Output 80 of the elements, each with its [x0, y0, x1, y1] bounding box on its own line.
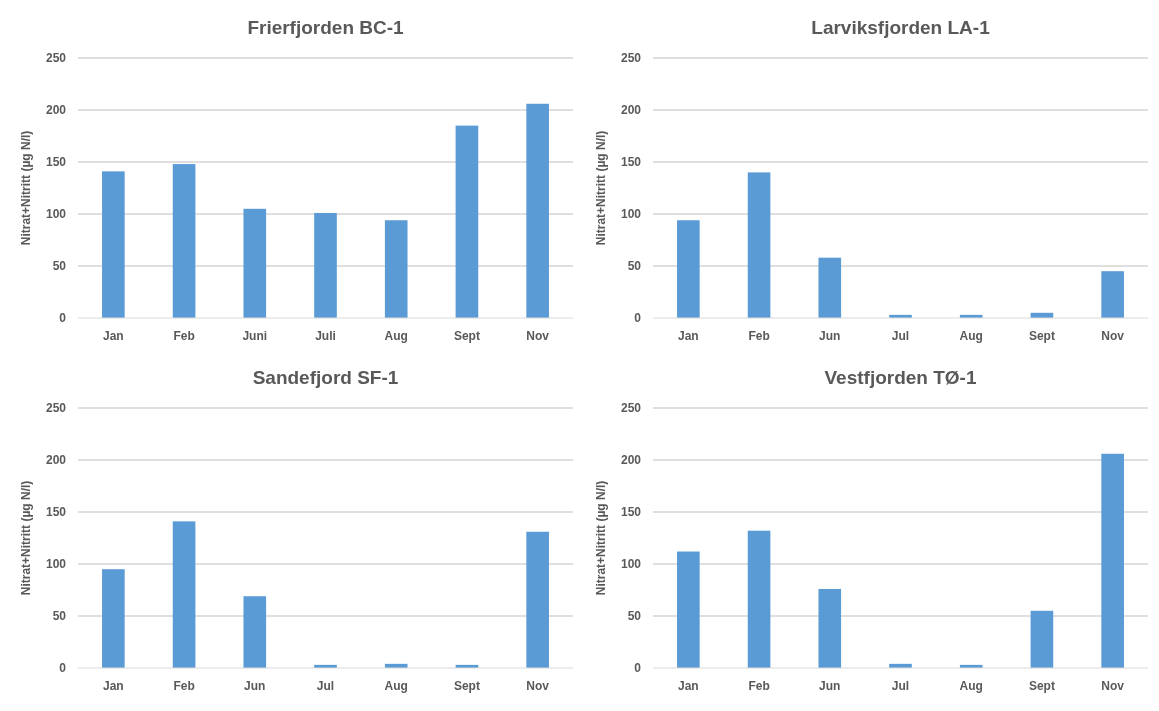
y-tick-label: 0 [634, 661, 642, 676]
y-tick-label: 150 [620, 505, 642, 520]
y-tick-label: 50 [627, 609, 642, 624]
bar [243, 208, 267, 318]
x-tick-label: Feb [748, 329, 770, 343]
y-tick-label: 50 [627, 259, 642, 274]
y-tick-label: 250 [45, 51, 67, 66]
bar [818, 257, 842, 318]
y-tick-label: 0 [59, 311, 67, 326]
y-tick-label: 100 [620, 557, 642, 572]
bar [384, 220, 408, 318]
x-tick-label: Aug [384, 329, 408, 343]
y-tick-label: 0 [634, 311, 642, 326]
bar [102, 171, 125, 318]
y-tick-label: 100 [45, 207, 67, 222]
y-tick-label: 200 [620, 103, 642, 118]
y-tick-label: 50 [52, 609, 67, 624]
bar [102, 569, 125, 668]
y-tick-label: 200 [45, 103, 67, 118]
bar [172, 521, 196, 668]
chart-title: Sandefjord SF-1 [252, 367, 399, 388]
x-tick-label: Sept [1028, 679, 1055, 693]
y-tick-label: 250 [620, 51, 642, 66]
y-axis-title: Nitrat+Nitritt (µg N/l) [594, 130, 608, 246]
bar [455, 125, 479, 318]
y-axis-title: Nitrat+Nitritt (µg N/l) [19, 130, 33, 246]
x-tick-label: Nov [526, 329, 550, 343]
bar [1030, 610, 1054, 668]
x-tick-label: Sept [1028, 329, 1055, 343]
x-tick-label: Jun [819, 679, 841, 693]
y-tick-label: 100 [45, 557, 67, 572]
x-tick-label: Jan [103, 679, 124, 693]
bar [1101, 271, 1124, 318]
x-tick-label: Jun [819, 329, 841, 343]
bar [747, 172, 771, 318]
x-tick-label: Sept [453, 329, 480, 343]
y-axis-title: Nitrat+Nitritt (µg N/l) [19, 480, 33, 596]
bar [526, 103, 549, 318]
x-tick-label: Feb [173, 329, 195, 343]
chart-title: Larviksfjorden LA-1 [811, 17, 991, 38]
bar [526, 531, 549, 668]
x-tick-label: Juni [242, 329, 268, 343]
x-tick-label: Nov [1101, 329, 1125, 343]
bar [747, 530, 771, 668]
x-tick-label: Aug [959, 329, 983, 343]
y-tick-label: 50 [52, 259, 67, 274]
x-tick-label: Sept [453, 679, 480, 693]
x-tick-label: Juli [315, 329, 336, 343]
y-tick-label: 200 [45, 453, 67, 468]
x-tick-label: Nov [526, 679, 550, 693]
chart-title: Vestfjorden TØ-1 [824, 367, 977, 388]
x-tick-label: Jul [316, 679, 335, 693]
x-tick-label: Jan [678, 679, 699, 693]
x-tick-label: Nov [1101, 679, 1125, 693]
x-tick-label: Feb [748, 679, 770, 693]
x-tick-label: Aug [959, 679, 983, 693]
bar [172, 164, 196, 318]
y-tick-label: 150 [45, 155, 67, 170]
y-tick-label: 0 [59, 661, 67, 676]
bar [1101, 453, 1124, 668]
y-tick-label: 150 [45, 505, 67, 520]
y-tick-label: 200 [620, 453, 642, 468]
bar [677, 220, 700, 318]
bar [818, 588, 842, 668]
y-tick-label: 250 [620, 401, 642, 416]
y-tick-label: 150 [620, 155, 642, 170]
x-tick-label: Jul [891, 679, 910, 693]
x-tick-label: Feb [173, 679, 195, 693]
bar [243, 596, 267, 668]
bar [677, 551, 700, 668]
bar [314, 212, 337, 318]
x-tick-label: Aug [384, 679, 408, 693]
x-tick-label: Jan [678, 329, 699, 343]
x-tick-label: Jun [244, 679, 266, 693]
x-tick-label: Jul [891, 329, 910, 343]
chart-title: Frierfjorden BC-1 [247, 17, 405, 38]
y-axis-title: Nitrat+Nitritt (µg N/l) [594, 480, 608, 596]
y-tick-label: 100 [620, 207, 642, 222]
x-tick-label: Jan [103, 329, 124, 343]
y-tick-label: 250 [45, 401, 67, 416]
